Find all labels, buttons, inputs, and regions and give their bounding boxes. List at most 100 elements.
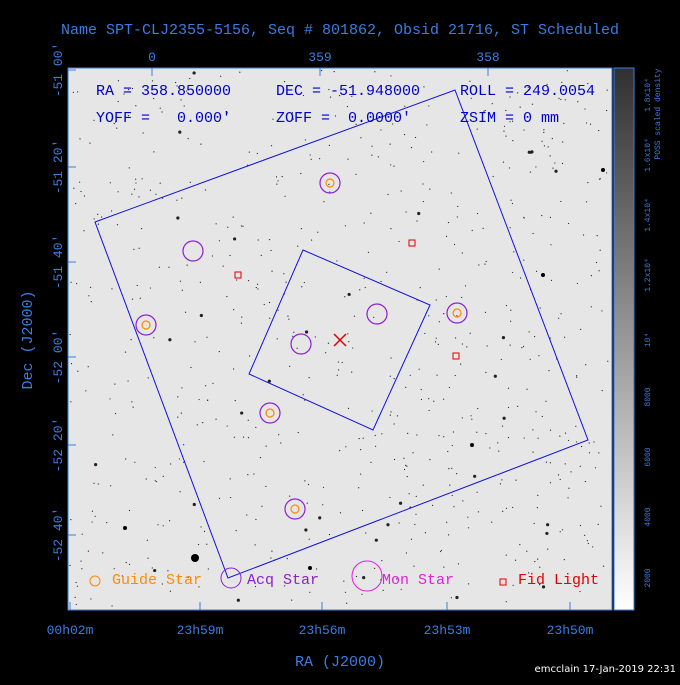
star xyxy=(255,518,257,521)
star xyxy=(482,227,484,230)
star xyxy=(374,71,376,73)
star xyxy=(584,480,586,483)
star xyxy=(128,563,131,566)
star xyxy=(70,519,72,521)
star xyxy=(429,188,431,190)
star xyxy=(141,178,143,180)
star xyxy=(136,284,138,287)
star xyxy=(505,507,508,509)
star xyxy=(389,375,391,377)
bright-star xyxy=(541,273,545,277)
star xyxy=(233,436,235,438)
star xyxy=(584,108,586,110)
star xyxy=(416,434,418,436)
star xyxy=(187,576,189,578)
star xyxy=(222,265,224,267)
star xyxy=(339,512,342,514)
star xyxy=(428,105,430,107)
star xyxy=(74,596,76,598)
star xyxy=(307,483,310,486)
star xyxy=(382,589,384,591)
star xyxy=(502,416,506,420)
star xyxy=(513,251,515,253)
star xyxy=(309,591,311,593)
star xyxy=(206,336,208,338)
star xyxy=(127,115,130,117)
star xyxy=(407,432,409,434)
star xyxy=(467,583,470,585)
star xyxy=(111,605,113,607)
star xyxy=(595,261,598,264)
star xyxy=(374,538,378,542)
star xyxy=(558,317,560,319)
star xyxy=(435,299,437,301)
star xyxy=(336,374,338,376)
star xyxy=(73,187,75,189)
star xyxy=(140,228,143,230)
star xyxy=(509,227,511,229)
star xyxy=(471,418,473,420)
star xyxy=(509,121,511,123)
star xyxy=(153,568,157,573)
dec: DEC = -51.948000 xyxy=(276,83,420,100)
star xyxy=(367,251,369,254)
star xyxy=(308,538,310,540)
star xyxy=(587,542,589,545)
star xyxy=(117,191,119,193)
star xyxy=(151,567,153,569)
star xyxy=(158,266,160,268)
star xyxy=(153,97,155,100)
star xyxy=(418,368,420,370)
star xyxy=(218,497,221,499)
star xyxy=(436,374,438,376)
star xyxy=(278,434,280,436)
star xyxy=(90,286,92,288)
star xyxy=(135,178,137,180)
star xyxy=(204,189,207,191)
star xyxy=(387,193,389,196)
star xyxy=(271,270,273,272)
star xyxy=(113,123,115,125)
star xyxy=(358,487,360,489)
star xyxy=(519,106,521,108)
star xyxy=(233,368,235,370)
star xyxy=(404,105,406,107)
star xyxy=(318,158,321,160)
star xyxy=(428,398,430,400)
star xyxy=(76,282,78,285)
star xyxy=(179,491,181,493)
star xyxy=(292,335,294,337)
star xyxy=(247,279,250,282)
star xyxy=(87,366,89,368)
star xyxy=(390,357,392,359)
star xyxy=(498,450,500,452)
x-axis-title: RA (J2000) xyxy=(295,654,385,671)
star xyxy=(132,406,134,408)
star xyxy=(310,239,313,241)
star xyxy=(337,361,339,363)
left-tick-label: -52 00' xyxy=(51,330,66,385)
star xyxy=(484,109,486,112)
star xyxy=(414,523,416,526)
star xyxy=(537,437,539,439)
star xyxy=(412,452,414,454)
star xyxy=(226,425,228,427)
star xyxy=(420,398,423,401)
star xyxy=(256,152,258,155)
star xyxy=(539,584,541,586)
star xyxy=(477,511,480,513)
star xyxy=(439,550,442,553)
star xyxy=(235,530,237,532)
star xyxy=(101,216,103,218)
star xyxy=(240,322,243,324)
star xyxy=(509,96,511,98)
star xyxy=(493,374,497,378)
star xyxy=(292,118,294,120)
star xyxy=(240,411,244,415)
star xyxy=(185,90,188,92)
star xyxy=(241,316,243,318)
legend-mon: Mon Star xyxy=(382,572,454,589)
star xyxy=(549,482,552,484)
colorbar-label: 2000 xyxy=(644,568,653,587)
star xyxy=(142,132,144,134)
